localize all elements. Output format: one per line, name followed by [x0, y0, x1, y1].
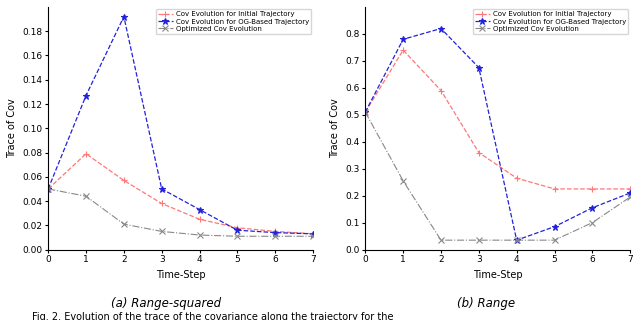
Legend: Cov Evolution for Initial Trajectory, Cov Evolution for OG-Based Trajectory, Opt: Cov Evolution for Initial Trajectory, Co… — [156, 9, 311, 34]
Y-axis label: Trace of Cov: Trace of Cov — [7, 98, 17, 158]
Optimized Cov Evolution — [627, 195, 634, 199]
X-axis label: Time-Step: Time-Step — [156, 270, 205, 280]
Optimized Cov Evolution — [362, 110, 369, 114]
Text: Fig. 2. Evolution of the trace of the covariance along the trajectory for the: Fig. 2. Evolution of the trace of the co… — [32, 312, 394, 320]
Line: Cov Evolution for OG-Based Trajectory: Cov Evolution for OG-Based Trajectory — [362, 25, 634, 244]
Cov Evolution for OG-Based Trajectory — [234, 228, 241, 232]
Cov Evolution for Initial Trajectory — [271, 229, 279, 233]
Cov Evolution for Initial Trajectory — [550, 187, 558, 191]
Cov Evolution for OG-Based Trajectory — [362, 110, 369, 114]
Optimized Cov Evolution — [475, 238, 483, 242]
X-axis label: Time-Step: Time-Step — [473, 270, 522, 280]
Optimized Cov Evolution — [196, 233, 204, 237]
Cov Evolution for OG-Based Trajectory — [399, 37, 407, 41]
Cov Evolution for OG-Based Trajectory — [196, 208, 204, 212]
Optimized Cov Evolution — [44, 187, 52, 191]
Cov Evolution for OG-Based Trajectory — [271, 231, 279, 235]
Line: Cov Evolution for Initial Trajectory: Cov Evolution for Initial Trajectory — [45, 151, 316, 237]
Cov Evolution for Initial Trajectory — [513, 176, 520, 180]
Line: Cov Evolution for Initial Trajectory: Cov Evolution for Initial Trajectory — [362, 47, 634, 192]
Text: (b) Range: (b) Range — [458, 297, 515, 310]
Cov Evolution for OG-Based Trajectory — [513, 238, 520, 242]
Optimized Cov Evolution — [399, 179, 407, 183]
Cov Evolution for Initial Trajectory — [475, 151, 483, 155]
Y-axis label: Trace of Cov: Trace of Cov — [330, 98, 340, 158]
Cov Evolution for OG-Based Trajectory — [475, 66, 483, 69]
Optimized Cov Evolution — [120, 222, 128, 226]
Cov Evolution for OG-Based Trajectory — [550, 225, 558, 228]
Cov Evolution for Initial Trajectory — [362, 110, 369, 114]
Cov Evolution for Initial Trajectory — [399, 48, 407, 52]
Optimized Cov Evolution — [309, 234, 317, 238]
Cov Evolution for Initial Trajectory — [44, 187, 52, 191]
Cov Evolution for OG-Based Trajectory — [158, 187, 166, 191]
Cov Evolution for OG-Based Trajectory — [44, 187, 52, 191]
Cov Evolution for OG-Based Trajectory — [309, 232, 317, 236]
Cov Evolution for Initial Trajectory — [437, 89, 445, 92]
Cov Evolution for Initial Trajectory — [309, 232, 317, 236]
Optimized Cov Evolution — [589, 221, 596, 225]
Text: (a) Range-squared: (a) Range-squared — [111, 297, 221, 310]
Cov Evolution for OG-Based Trajectory — [120, 15, 128, 19]
Cov Evolution for OG-Based Trajectory — [589, 206, 596, 210]
Line: Optimized Cov Evolution: Optimized Cov Evolution — [362, 109, 633, 243]
Optimized Cov Evolution — [271, 234, 279, 238]
Cov Evolution for Initial Trajectory — [158, 202, 166, 205]
Optimized Cov Evolution — [82, 194, 90, 198]
Optimized Cov Evolution — [550, 238, 558, 242]
Optimized Cov Evolution — [513, 238, 520, 242]
Line: Optimized Cov Evolution: Optimized Cov Evolution — [45, 186, 316, 239]
Cov Evolution for Initial Trajectory — [627, 187, 634, 191]
Legend: Cov Evolution for Initial Trajectory, Cov Evolution for OG-Based Trajectory, Opt: Cov Evolution for Initial Trajectory, Co… — [472, 9, 628, 34]
Cov Evolution for Initial Trajectory — [196, 217, 204, 221]
Cov Evolution for Initial Trajectory — [82, 152, 90, 156]
Cov Evolution for OG-Based Trajectory — [627, 191, 634, 195]
Cov Evolution for Initial Trajectory — [589, 187, 596, 191]
Optimized Cov Evolution — [437, 238, 445, 242]
Cov Evolution for OG-Based Trajectory — [437, 27, 445, 30]
Optimized Cov Evolution — [234, 234, 241, 238]
Cov Evolution for Initial Trajectory — [234, 226, 241, 230]
Optimized Cov Evolution — [158, 229, 166, 233]
Line: Cov Evolution for OG-Based Trajectory: Cov Evolution for OG-Based Trajectory — [45, 13, 317, 237]
Cov Evolution for Initial Trajectory — [120, 179, 128, 182]
Cov Evolution for OG-Based Trajectory — [82, 93, 90, 97]
